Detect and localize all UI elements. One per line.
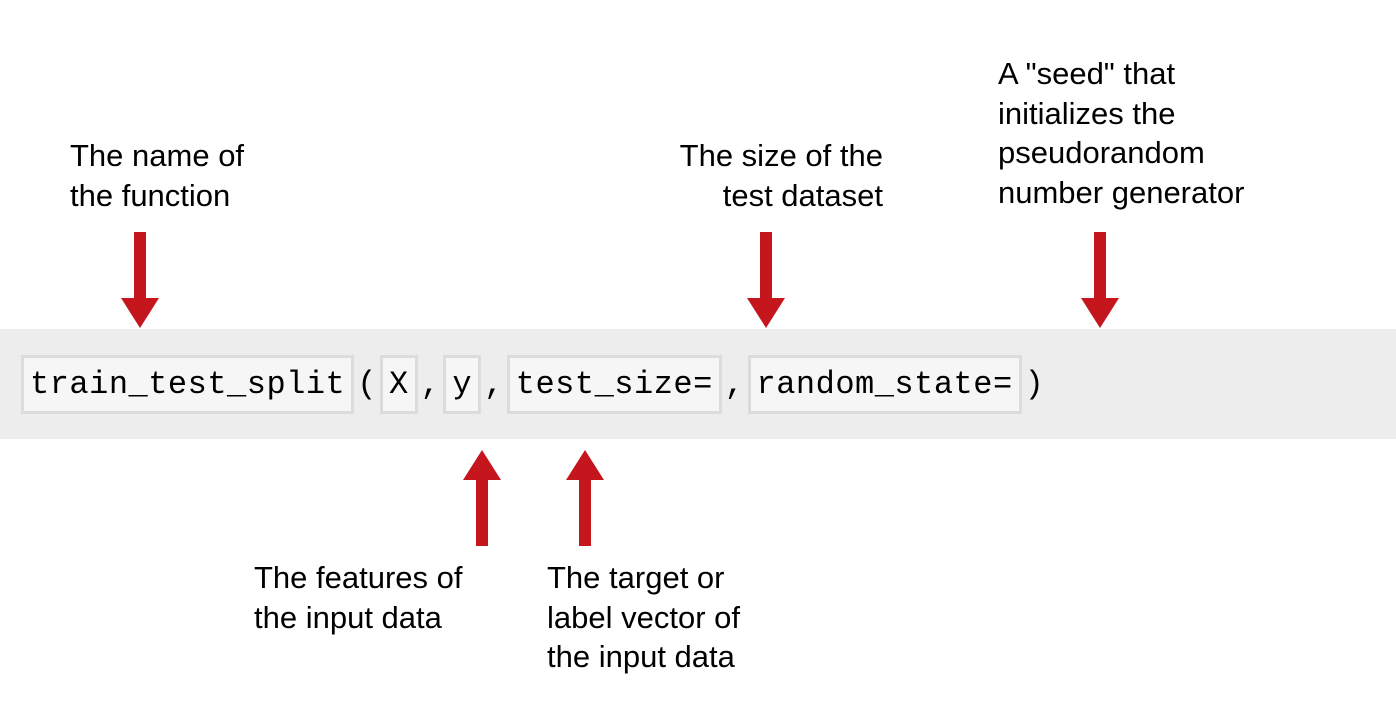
code-token-y: y [443, 355, 481, 414]
arrow-features [462, 450, 502, 546]
code-token-x: X [380, 355, 418, 414]
annotation-line: the input data [254, 600, 442, 635]
arrow-test-size [746, 232, 786, 328]
annotation-line: A "seed" that [998, 56, 1175, 91]
arrow-target [565, 450, 605, 546]
annotation-line: The features of [254, 560, 463, 595]
annotation-line: initializes the [998, 96, 1175, 131]
code-token-function-name: train_test_split [21, 355, 354, 414]
code-token-comma: , [421, 366, 441, 403]
code-token-paren-open: ( [357, 366, 377, 403]
code-token-paren-close: ) [1025, 366, 1045, 403]
annotation-function-name: The name of the function [70, 136, 244, 215]
annotation-target: The target or label vector of the input … [547, 558, 740, 677]
annotation-line: the function [70, 178, 230, 213]
code-token-random-state: random_state= [748, 355, 1022, 414]
annotation-features: The features of the input data [254, 558, 463, 637]
annotation-line: label vector of [547, 600, 740, 635]
annotation-test-size: The size of the test dataset [627, 136, 883, 215]
arrow-random-state [1080, 232, 1120, 328]
annotation-line: The name of [70, 138, 244, 173]
code-token-test-size: test_size= [507, 355, 722, 414]
annotation-line: the input data [547, 639, 735, 674]
arrow-function-name [120, 232, 160, 328]
annotation-line: pseudorandom [998, 135, 1205, 170]
annotation-line: The target or [547, 560, 724, 595]
code-strip: train_test_split ( X , y , test_size= , … [0, 329, 1396, 439]
code-token-comma: , [484, 366, 504, 403]
annotation-random-state: A "seed" that initializes the pseudorand… [998, 54, 1244, 213]
annotation-line: number generator [998, 175, 1244, 210]
annotation-line: test dataset [723, 178, 883, 213]
annotation-line: The size of the [680, 138, 883, 173]
code-token-comma: , [725, 366, 745, 403]
